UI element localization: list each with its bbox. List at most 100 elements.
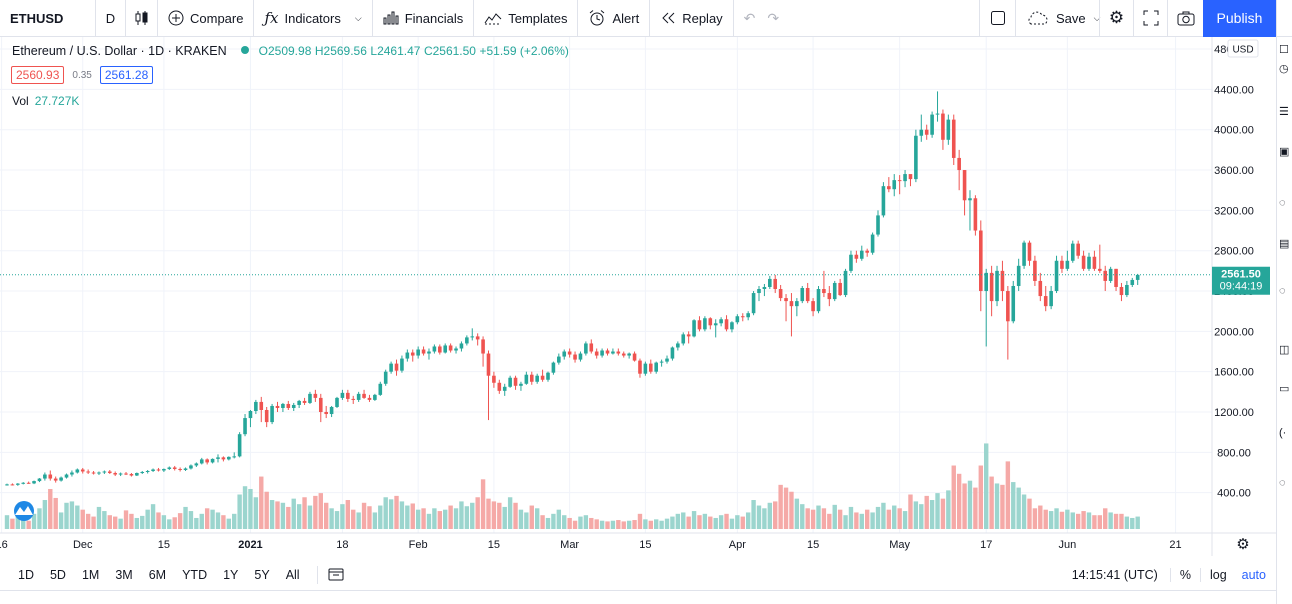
candle: [930, 111, 934, 138]
alert-button[interactable]: Alert: [578, 0, 651, 37]
fullscreen-button[interactable]: [1133, 0, 1167, 37]
bid-ask: 2560.93 0.35 2561.28: [11, 66, 154, 84]
candle: [811, 298, 815, 317]
candle-body: [1006, 291, 1010, 322]
volume-bar: [1108, 512, 1113, 529]
candle-body: [968, 198, 972, 201]
publish-button[interactable]: Publish: [1203, 0, 1276, 37]
settings-button[interactable]: ⚙: [1099, 0, 1133, 37]
range-1m[interactable]: 1M: [81, 568, 100, 582]
candle: [427, 348, 431, 360]
templates-button[interactable]: Templates: [474, 0, 579, 37]
volume-legend[interactable]: Vol 27.727K: [12, 94, 79, 108]
volume-bar: [183, 506, 188, 529]
price-chart[interactable]: 400.00800.001200.001600.002000.002400.00…: [0, 37, 1276, 556]
candle-body: [324, 412, 328, 415]
candle: [692, 319, 696, 338]
candle-body: [448, 345, 453, 351]
strip-icon-8[interactable]: ◫: [1279, 344, 1290, 356]
snapshot-button[interactable]: [1167, 0, 1203, 37]
candle: [849, 250, 853, 273]
strip-icon-6[interactable]: ▤: [1279, 238, 1290, 250]
candle: [935, 91, 940, 122]
candle: [1081, 250, 1086, 271]
strip-icon-5[interactable]: ◌: [1279, 197, 1286, 209]
volume-bar: [562, 515, 567, 529]
chevron-down-icon[interactable]: ⌵: [354, 12, 362, 23]
strip-icon-2[interactable]: ◷: [1279, 63, 1289, 75]
time-axis[interactable]: 16 Dec 15 2021 18 Feb 15 Mar 15 Apr 15 May 17 Jun 21: [0, 539, 1182, 551]
interval-button[interactable]: D: [96, 0, 126, 37]
range-1y[interactable]: 1Y: [223, 568, 239, 582]
chart-settings-button[interactable]: ⚙: [1236, 536, 1249, 553]
candle: [178, 467, 182, 472]
range-5d[interactable]: 5D: [49, 568, 66, 582]
log-scale-button[interactable]: log: [1199, 568, 1236, 582]
volume-bar: [567, 517, 572, 529]
currency-badge[interactable]: USD: [1227, 39, 1259, 58]
indicators-button[interactable]: ƒx Indicators ⌵: [254, 0, 373, 37]
candle-body: [86, 471, 90, 473]
candle: [162, 468, 166, 473]
legend-low: L2461.47: [370, 44, 421, 58]
volume-bar: [702, 513, 708, 529]
strip-icon-3[interactable]: ☰: [1279, 106, 1289, 118]
candle: [508, 375, 512, 388]
utc-clock[interactable]: 14:15:41 (UTC): [1071, 568, 1158, 582]
save-button[interactable]: Save ⌵: [1015, 0, 1101, 37]
goto-date-button[interactable]: [328, 567, 344, 584]
candle: [513, 375, 518, 390]
volume-bar: [443, 509, 448, 529]
financials-button[interactable]: Financials: [373, 0, 475, 37]
templates-icon: [484, 11, 502, 25]
candle: [129, 473, 134, 477]
range-6m[interactable]: 6M: [148, 568, 167, 582]
replay-button[interactable]: Replay: [650, 0, 734, 37]
volume-bar: [751, 500, 756, 529]
strip-icon-4[interactable]: ▣: [1279, 146, 1290, 158]
candle: [584, 341, 588, 356]
candle: [492, 371, 496, 388]
strip-icon-11[interactable]: ◌: [1279, 477, 1286, 489]
range-ytd[interactable]: YTD: [182, 568, 208, 582]
chevron-down-icon[interactable]: ⌵: [1093, 12, 1101, 23]
separator: [316, 566, 318, 584]
volume-bar: [102, 511, 107, 529]
compare-button[interactable]: Compare: [158, 0, 255, 37]
redo-button[interactable]: ↷: [765, 0, 789, 37]
candle: [405, 349, 410, 362]
candle: [697, 316, 702, 332]
volume-bar: [1097, 515, 1103, 529]
candle: [800, 285, 805, 304]
strip-icon-7[interactable]: ◌: [1279, 285, 1286, 297]
volume-bar: [1065, 509, 1070, 529]
buy-price-button[interactable]: 2561.28: [99, 66, 154, 84]
volume-bar: [432, 508, 437, 529]
strip-icon-10[interactable]: (·: [1279, 427, 1287, 439]
legend-title[interactable]: Ethereum / U.S. Dollar · 1D · KRAKEN: [12, 44, 227, 58]
candle: [216, 454, 220, 463]
range-all[interactable]: All: [285, 568, 300, 582]
volume-bar: [1130, 517, 1135, 529]
range-3m[interactable]: 3M: [115, 568, 133, 582]
legend-change: +51.59 (+2.06%): [479, 44, 569, 58]
symbol-search-button[interactable]: ETHUSD: [0, 0, 96, 37]
candle-body: [935, 113, 940, 115]
range-5y[interactable]: 5Y: [254, 568, 270, 582]
candle-body: [616, 351, 621, 354]
candle-body: [594, 351, 599, 356]
sell-price-button[interactable]: 2560.93: [11, 66, 65, 84]
range-1d[interactable]: 1D: [18, 568, 34, 582]
undo-button[interactable]: ↶: [734, 0, 766, 37]
chart-type-button[interactable]: [126, 0, 158, 37]
candle-body: [113, 473, 117, 475]
percent-scale-button[interactable]: %: [1169, 568, 1200, 582]
volume-bar: [1054, 508, 1059, 529]
auto-scale-button[interactable]: auto: [1241, 568, 1266, 582]
layout-button[interactable]: [979, 0, 1015, 37]
candle: [827, 285, 832, 307]
candle-body: [740, 316, 745, 318]
strip-icon-1[interactable]: ☐: [1279, 44, 1289, 56]
strip-icon-9[interactable]: ▭: [1279, 383, 1290, 395]
fullscreen-icon: [1143, 10, 1158, 26]
